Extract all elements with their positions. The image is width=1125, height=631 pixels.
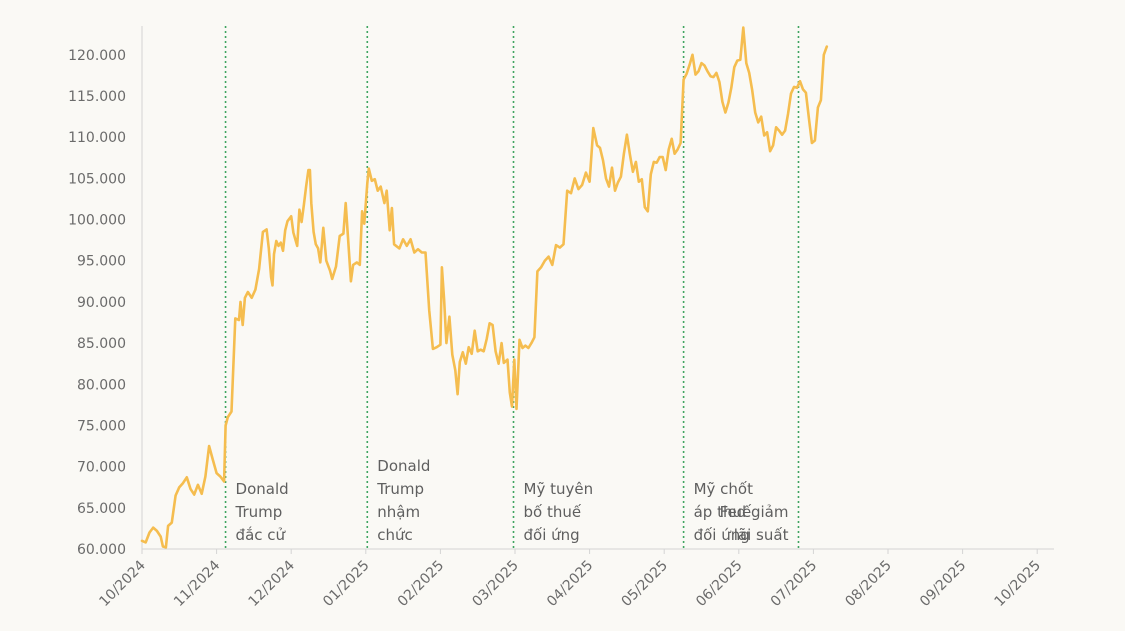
x-tick-label: 04/2025: [544, 558, 596, 610]
annotations: Donald Trump đắc cử Donald Trump nhậm chức Mỹ t…: [235, 457, 789, 544]
x-tick-label: 02/2025: [395, 558, 447, 610]
x-tick-label: 12/2024: [246, 557, 299, 610]
event-annotation-line: Mỹ chốt: [694, 480, 754, 498]
event-annotation-line: Trump: [376, 480, 424, 498]
x-tick-label: 11/2024: [171, 557, 224, 610]
price-series-line: [140, 26, 829, 549]
event-markers: [224, 26, 800, 549]
x-tick-label: 05/2025: [619, 558, 671, 610]
y-tick-label: 65.000: [77, 501, 126, 517]
x-axis: 10/2024 11/2024 12/2024 01/2025 02/2025 03/20…: [96, 548, 1054, 610]
y-tick-label: 60.000: [77, 542, 126, 558]
event-annotation-line: bố thuế: [524, 503, 582, 521]
y-tick-label: 105.000: [68, 171, 126, 187]
x-tick-label: 03/2025: [469, 558, 521, 610]
y-tick-label: 115.000: [68, 89, 126, 105]
event-annotation-line: Trump: [235, 503, 283, 521]
event-annotation-line: đối ứng: [694, 526, 750, 544]
x-tick-label: 07/2025: [768, 558, 820, 610]
event-annotation-line: đắc cử: [236, 526, 287, 544]
event-annotation-line: đối ứng: [524, 526, 580, 544]
x-tick-label: 10/2025: [992, 558, 1044, 610]
event-annotation: Mỹ chốt áp thuế đối ứng: [694, 480, 754, 544]
y-tick-label: 95.000: [77, 254, 126, 270]
event-annotation: Fed giảm lãi suất: [720, 503, 789, 544]
event-annotation-line: lãi suất: [734, 526, 789, 544]
y-tick-label: 75.000: [77, 418, 126, 434]
event-annotation-line: chức: [377, 526, 413, 544]
series-group: [140, 26, 829, 549]
x-tick-label: 01/2025: [320, 558, 372, 610]
y-tick-label: 110.000: [68, 130, 126, 146]
y-tick-label: 70.000: [77, 460, 126, 476]
event-annotation: Mỹ tuyên bố thuế đối ứng: [524, 480, 594, 544]
event-annotation-line: nhậm: [377, 503, 420, 521]
event-annotation-line: Donald: [236, 480, 289, 498]
event-annotation: Donald Trump đắc cử: [235, 480, 289, 544]
x-tick-label: 08/2025: [842, 558, 894, 610]
x-tick-label: 10/2024: [96, 557, 149, 610]
y-tick-label: 85.000: [77, 336, 126, 352]
x-tick-label: 09/2025: [917, 558, 969, 610]
y-tick-label: 90.000: [77, 295, 126, 311]
y-tick-label: 120.000: [68, 48, 126, 64]
y-tick-label: 100.000: [68, 213, 126, 229]
event-annotation-line: Mỹ tuyên: [524, 480, 594, 498]
y-tick-label: 80.000: [77, 377, 126, 393]
event-annotation-line: Donald: [377, 457, 430, 475]
event-annotation-line: Fed giảm: [720, 503, 789, 521]
x-tick-label: 06/2025: [693, 558, 745, 610]
y-axis: 60.000 65.000 70.000 75.000 80.000 85.000 90.0…: [68, 26, 143, 558]
event-annotation: Donald Trump nhậm chức: [376, 457, 430, 544]
event-annotation-line: áp thuế: [694, 503, 752, 521]
